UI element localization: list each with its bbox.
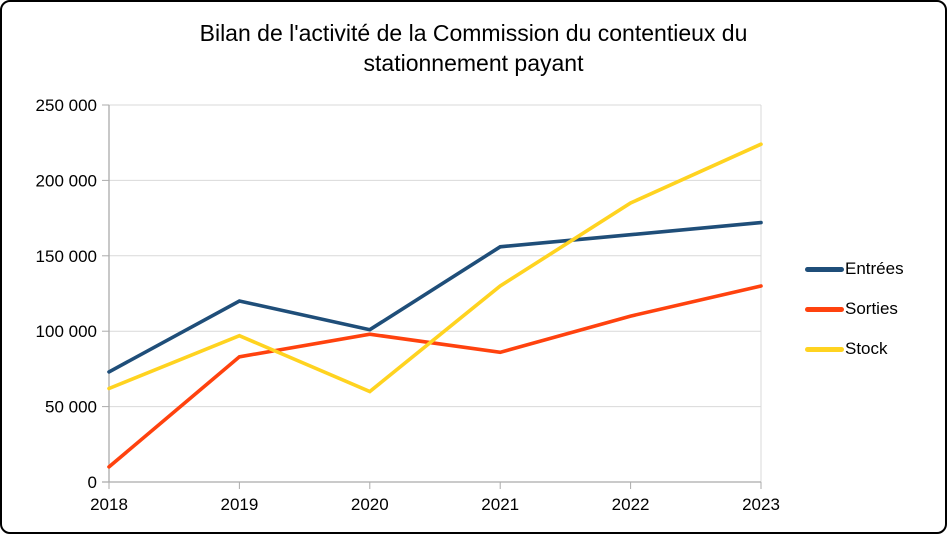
x-tick-label: 2023 <box>742 495 780 514</box>
x-tick-label: 2022 <box>612 495 650 514</box>
y-tick-label: 150 000 <box>36 247 97 266</box>
legend-swatch-entrees-icon <box>805 266 844 272</box>
x-tick-label: 2020 <box>351 495 389 514</box>
series-line-sorties <box>107 284 763 469</box>
legend-item-stock: Stock <box>805 338 904 360</box>
legend-item-sorties: Sorties <box>805 298 904 320</box>
legend-swatch-stock-icon <box>805 346 844 352</box>
legend-swatch-sorties-icon <box>805 306 844 312</box>
y-tick-label: 100 000 <box>36 322 97 341</box>
legend: Entrées Sorties Stock <box>805 258 904 378</box>
y-tick-label: 200 000 <box>36 171 97 190</box>
legend-label-sorties: Sorties <box>845 299 898 318</box>
y-tick-label: 250 000 <box>36 96 97 115</box>
legend-item-entrees: Entrées <box>805 258 904 280</box>
chart-title: Bilan de l'activité de la Commission du … <box>2 18 945 79</box>
series-line-stock <box>107 142 763 394</box>
x-tick-label: 2019 <box>220 495 258 514</box>
legend-label-stock: Stock <box>845 339 888 358</box>
x-tick-label: 2021 <box>481 495 519 514</box>
y-tick-label: 50 000 <box>45 398 97 417</box>
y-tick-label: 0 <box>88 473 97 492</box>
chart-title-line-1: Bilan de l'activité de la Commission du … <box>199 20 748 46</box>
chart-title-line-2: stationnement payant <box>363 50 584 77</box>
x-tick-label: 2018 <box>90 495 128 514</box>
legend-label-entrees: Entrées <box>845 259 904 278</box>
series-line-entrées <box>107 220 763 374</box>
